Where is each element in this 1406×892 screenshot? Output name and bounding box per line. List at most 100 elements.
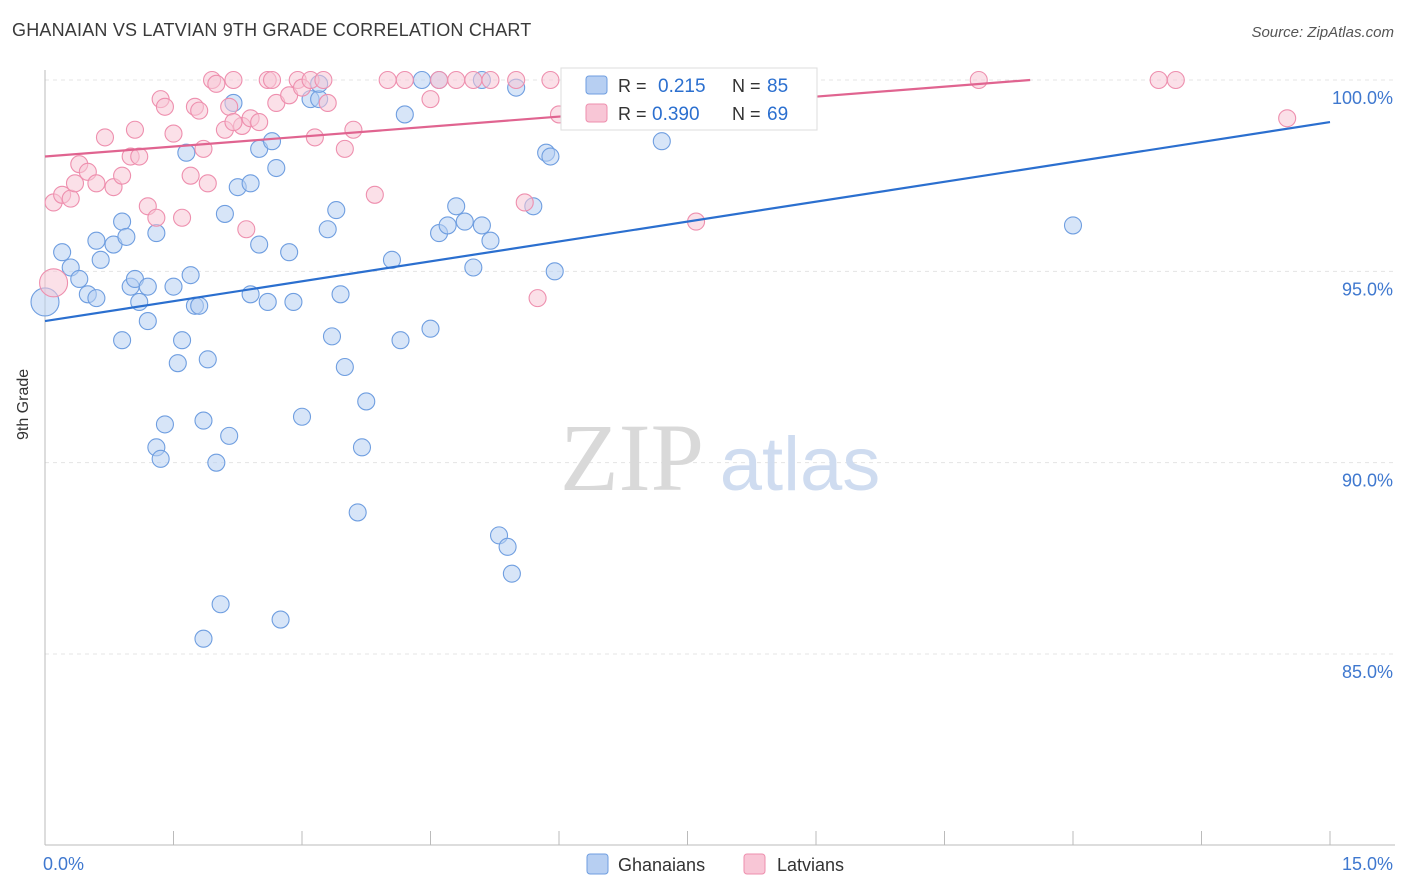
- chart-title: GHANAIAN VS LATVIAN 9TH GRADE CORRELATIO…: [12, 20, 532, 40]
- point-latvians-46: [378, 70, 397, 90]
- point-latvians-41: [305, 128, 324, 147]
- point-latvians-45: [365, 185, 384, 204]
- point-ghanaians-80: [138, 277, 157, 296]
- point-ghanaians-58: [412, 70, 431, 90]
- legend-r-value-ghanaians: 0.215: [658, 76, 706, 97]
- grid-lines: [45, 79, 1395, 655]
- x-tick-labels: 0.0% 15.0%: [43, 854, 1393, 874]
- point-latvians-13: [130, 147, 149, 166]
- point-latvians-26: [207, 74, 226, 93]
- point-ghanaians-8: [113, 212, 132, 231]
- point-ghanaians-51: [335, 357, 354, 377]
- y-tick-label-0: 100.0%: [1332, 88, 1393, 108]
- y-tick-label-3: 85.0%: [1342, 662, 1393, 682]
- point-ghanaians-28: [207, 453, 226, 472]
- point-ghanaians-64: [464, 258, 483, 277]
- point-latvians-48: [421, 90, 440, 109]
- source-label: Source: ZipAtlas.com: [1251, 24, 1394, 41]
- point-ghanaians-43: [284, 292, 303, 311]
- point-ghanaians-14: [138, 312, 157, 331]
- legend-top-swatch-latvians: [585, 103, 608, 123]
- legend-top-swatch-ghanaians: [585, 75, 608, 95]
- point-ghanaians-27: [198, 350, 217, 369]
- point-latvians-67: [318, 93, 337, 113]
- point-latvians-68: [224, 113, 243, 132]
- y-tick-label-1: 95.0%: [1342, 279, 1393, 299]
- point-ghanaians-61: [438, 216, 457, 235]
- point-latvians-43: [335, 139, 354, 158]
- series-latvians-points: [39, 70, 1297, 308]
- point-ghanaians-57: [395, 105, 414, 124]
- point-latvians-29: [224, 70, 243, 90]
- point-latvians-10: [113, 166, 132, 185]
- legend-bottom-swatch-ghanaians: [586, 853, 609, 875]
- point-latvians-24: [198, 174, 217, 193]
- point-ghanaians-54: [348, 503, 367, 522]
- point-ghanaians-42: [280, 243, 299, 262]
- point-latvians-55: [528, 289, 547, 308]
- point-latvians-33: [250, 113, 269, 132]
- point-latvians-44: [344, 120, 363, 139]
- y-tick-label-2: 90.0%: [1342, 471, 1393, 491]
- point-latvians-64: [1166, 70, 1185, 90]
- point-latvians-51: [464, 70, 483, 90]
- x-tick-label-0: 0.0%: [43, 854, 84, 874]
- point-latvians-47: [395, 70, 414, 90]
- point-latvians-42: [314, 70, 333, 90]
- point-ghanaians-6: [91, 250, 110, 269]
- point-latvians-22: [190, 101, 209, 120]
- point-ghanaians-20: [168, 354, 187, 373]
- point-ghanaians-52: [352, 438, 372, 457]
- point-latvians-18: [164, 124, 183, 143]
- point-ghanaians-66: [481, 231, 500, 250]
- axes: [44, 70, 1395, 846]
- point-ghanaians-56: [391, 331, 410, 350]
- legend-n-label-latvians: N =: [732, 104, 761, 124]
- point-ghanaians-65: [472, 216, 491, 235]
- y-tick-labels: 100.0% 95.0% 90.0% 85.0%: [1332, 88, 1393, 682]
- point-latvians-17: [155, 97, 174, 116]
- legend-bottom-swatch-latvians: [743, 853, 766, 875]
- watermark: ZIP atlas: [560, 404, 880, 511]
- legend-bottom-label-latvians: Latvians: [777, 855, 844, 875]
- point-ghanaians-62: [447, 197, 466, 216]
- point-ghanaians-77: [652, 132, 671, 151]
- watermark-atlas: atlas: [720, 422, 881, 507]
- point-latvians-19: [173, 208, 192, 227]
- point-latvians-0: [39, 268, 69, 298]
- point-latvians-28: [220, 97, 239, 116]
- point-ghanaians-40: [267, 158, 286, 178]
- point-ghanaians-19: [164, 277, 183, 296]
- point-ghanaians-79: [87, 289, 106, 308]
- point-latvians-12: [125, 120, 144, 139]
- watermark-zip: ZIP: [560, 404, 704, 511]
- point-ghanaians-68: [498, 537, 517, 556]
- point-ghanaians-47: [318, 220, 337, 239]
- point-latvians-65: [1278, 109, 1297, 128]
- point-ghanaians-34: [241, 174, 260, 193]
- x-tick-label-1: 15.0%: [1342, 854, 1393, 874]
- point-ghanaians-50: [331, 285, 350, 304]
- point-ghanaians-48: [322, 327, 342, 346]
- point-ghanaians-36: [250, 235, 269, 254]
- point-ghanaians-1: [53, 243, 72, 262]
- point-latvians-4: [65, 174, 85, 193]
- legend-n-label-ghanaians: N =: [732, 76, 761, 96]
- point-ghanaians-26: [194, 411, 213, 430]
- point-ghanaians-59: [421, 319, 440, 338]
- point-ghanaians-41: [271, 610, 290, 629]
- point-latvians-63: [1149, 70, 1168, 90]
- point-latvians-53: [507, 70, 526, 90]
- point-latvians-3: [61, 189, 80, 208]
- point-latvians-54: [515, 193, 534, 212]
- point-ghanaians-38: [258, 292, 277, 311]
- trend-line-ghanaians: [44, 121, 1331, 323]
- point-latvians-8: [95, 128, 115, 147]
- point-ghanaians-39: [262, 132, 282, 151]
- point-ghanaians-18: [155, 415, 174, 434]
- legend-r-value-latvians: 0.390: [652, 104, 700, 125]
- point-latvians-20: [181, 166, 200, 185]
- point-ghanaians-21: [173, 331, 192, 350]
- point-ghanaians-78: [1063, 216, 1083, 235]
